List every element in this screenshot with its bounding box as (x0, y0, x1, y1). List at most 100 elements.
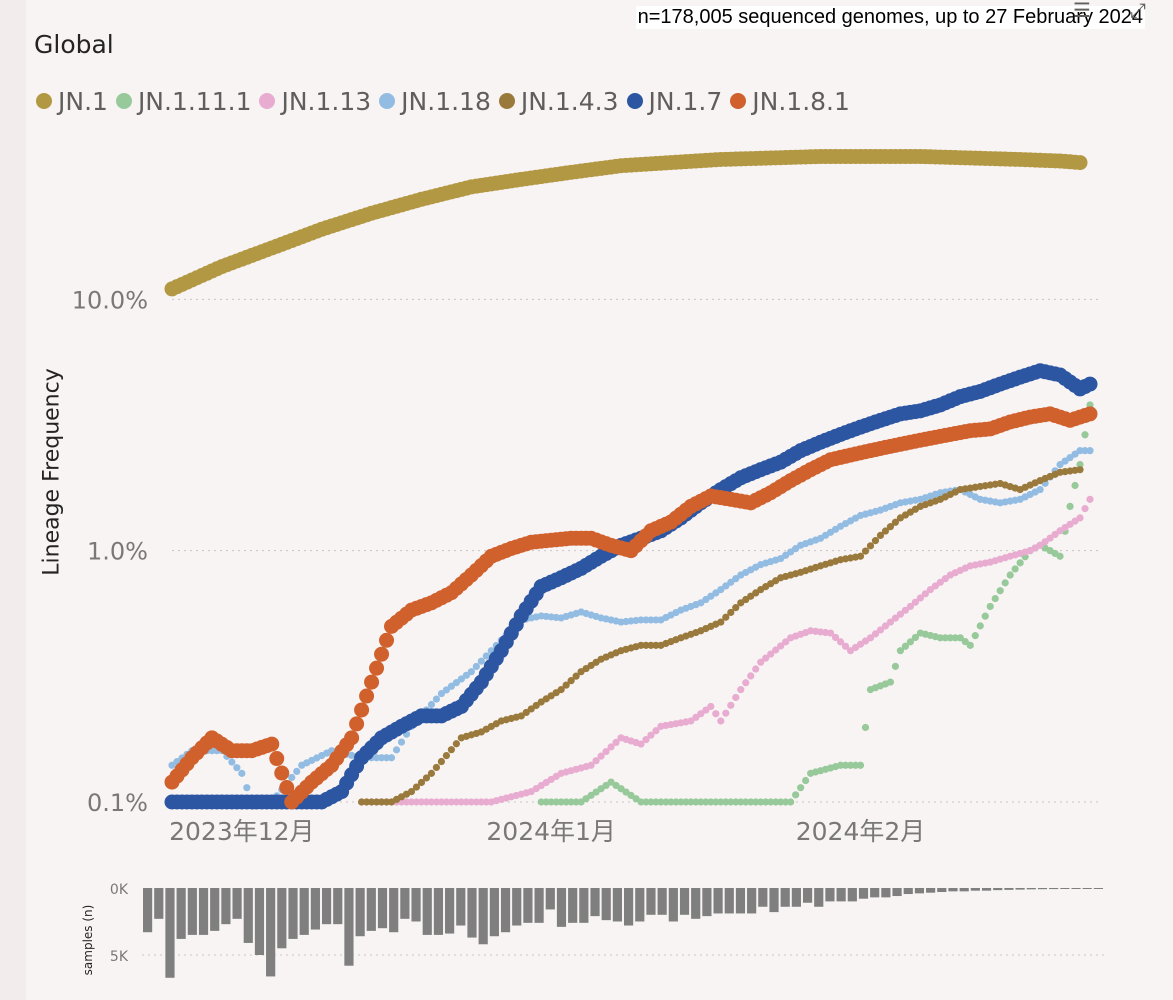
data-point (407, 798, 416, 806)
data-point (652, 616, 660, 624)
data-point (367, 798, 376, 806)
data-point (692, 713, 700, 721)
data-point (522, 708, 530, 717)
data-point (727, 798, 735, 806)
samples-bar (937, 888, 947, 893)
data-point (372, 754, 381, 762)
data-point (802, 776, 810, 785)
samples-bar (500, 888, 511, 933)
samples-bar (489, 888, 499, 937)
legend-label: JN.1.11.1 (137, 86, 252, 116)
samples-bar (310, 888, 320, 930)
data-point (662, 798, 670, 806)
y-tick-label: 10.0% (72, 286, 148, 314)
legend-marker (115, 93, 132, 109)
data-point (293, 767, 301, 775)
samples-bar (646, 888, 656, 915)
data-point (936, 578, 944, 586)
data-point (1036, 541, 1044, 549)
legend-item[interactable]: JN.1.18 (379, 87, 491, 116)
data-point (836, 638, 845, 646)
samples-bar (1060, 888, 1070, 889)
data-point (861, 547, 870, 555)
data-point (782, 638, 790, 646)
samples-bar (769, 888, 779, 913)
data-point (477, 798, 485, 806)
data-point (732, 693, 740, 702)
data-point (274, 765, 290, 781)
data-point (427, 700, 436, 709)
data-point (377, 754, 386, 762)
data-point (866, 542, 875, 550)
data-point (777, 798, 785, 806)
data-point (657, 798, 665, 806)
data-point (727, 578, 735, 586)
filter-icon[interactable]: ☰ (1073, 0, 1091, 22)
data-point (542, 798, 550, 806)
data-point (442, 752, 451, 760)
data-point (966, 641, 974, 649)
data-point (344, 730, 360, 746)
data-point (921, 590, 929, 598)
data-point (557, 686, 565, 694)
data-point (861, 723, 870, 732)
data-point (1072, 155, 1088, 171)
data-point (742, 798, 750, 806)
samples-bar (1082, 888, 1092, 889)
data-point (677, 798, 685, 806)
samples-bar (702, 888, 712, 917)
legend-item[interactable]: JN.1 (36, 87, 108, 116)
data-point (1071, 450, 1079, 458)
samples-bar (254, 888, 265, 955)
data-point (831, 633, 840, 642)
data-point (757, 658, 765, 666)
data-point (682, 798, 690, 806)
data-point (402, 798, 411, 806)
samples-bar (1037, 888, 1048, 890)
data-point (702, 706, 710, 714)
data-point (1081, 505, 1089, 513)
data-point (437, 757, 446, 766)
samples-bar (355, 888, 365, 937)
data-point (647, 731, 655, 739)
samples-bar (802, 888, 813, 903)
samples-bar (858, 888, 869, 899)
samples-bar (624, 888, 634, 926)
legend-item[interactable]: JN.1.7 (626, 86, 723, 116)
data-point (1076, 447, 1084, 455)
data-point (364, 674, 380, 690)
data-point (687, 798, 695, 806)
data-point (467, 798, 475, 806)
samples-bar (243, 888, 253, 943)
samples-bar (1049, 888, 1059, 890)
legend-label: JN.1.7 (648, 86, 723, 116)
expand-icon[interactable]: ⤢ (1130, 0, 1146, 22)
data-point (642, 798, 650, 806)
data-point (372, 798, 381, 806)
samples-bar (523, 888, 533, 923)
data-point (1076, 466, 1084, 474)
data-point (1011, 565, 1019, 573)
data-point (996, 587, 1004, 595)
data-point (412, 783, 421, 791)
legend-label: JN.1.8.1 (752, 86, 850, 116)
data-point (747, 798, 755, 806)
data-point (667, 798, 675, 806)
samples-bar (679, 888, 690, 915)
samples-bar (165, 888, 175, 978)
data-point (637, 641, 645, 649)
data-point (881, 622, 890, 630)
data-point (687, 717, 695, 725)
legend-item[interactable]: JN.1.11.1 (115, 86, 252, 116)
data-point (442, 686, 451, 694)
data-point (951, 634, 959, 642)
samples-bar (758, 888, 768, 907)
data-point (1056, 552, 1064, 560)
legend-item[interactable]: JN.1.4.3 (498, 87, 619, 116)
series-JN.1.11.1 (537, 401, 1094, 806)
data-point (856, 761, 865, 769)
data-point (243, 784, 251, 792)
data-point (1082, 376, 1098, 392)
legend-item[interactable]: JN.1.8.1 (730, 87, 850, 116)
legend-item[interactable]: JN.1.13 (259, 87, 371, 116)
